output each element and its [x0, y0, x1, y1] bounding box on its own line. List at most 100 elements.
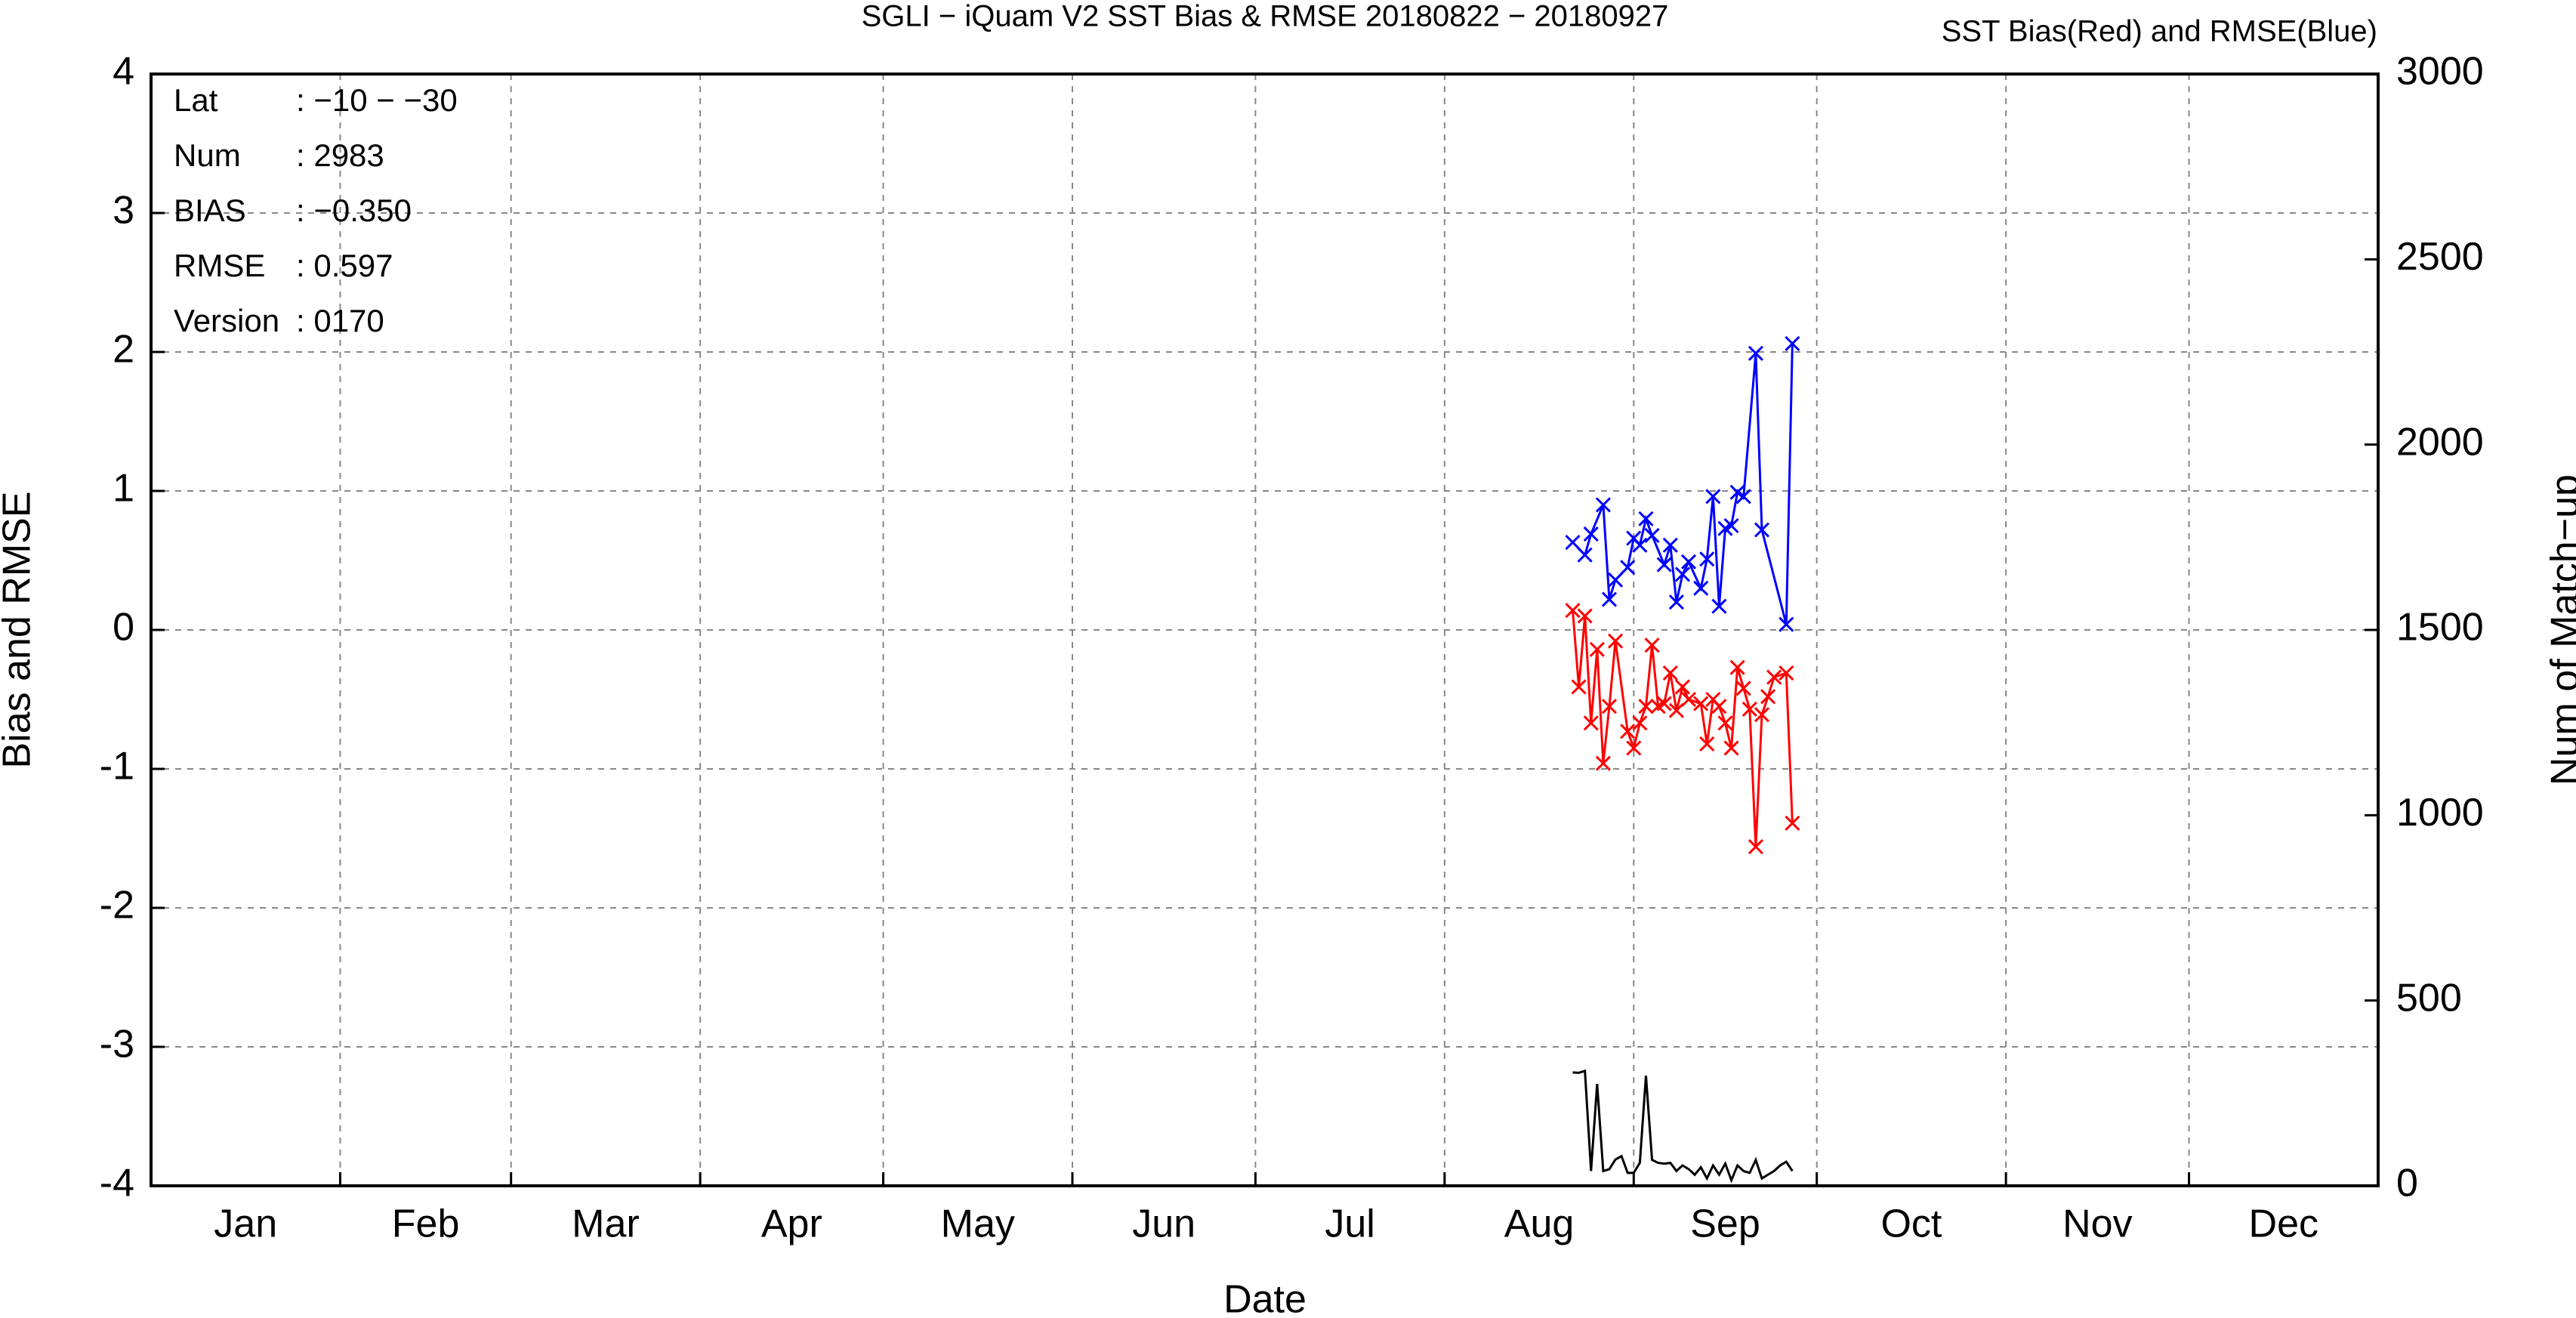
point-marker	[1717, 715, 1733, 731]
y-tick-label: -1	[100, 745, 134, 789]
stat-label: BIAS	[174, 193, 246, 228]
point-marker	[1656, 557, 1672, 573]
x-tick-label: Nov	[2062, 1202, 2132, 1246]
point-marker	[1565, 603, 1581, 619]
y-tick-label: 2	[113, 328, 134, 372]
point-marker	[1729, 659, 1745, 675]
point-marker	[1723, 740, 1739, 756]
point-marker	[1754, 522, 1770, 538]
stat-label: RMSE	[174, 248, 265, 283]
x-tick-label: Sep	[1690, 1202, 1760, 1246]
y-tick-label: -2	[100, 884, 134, 928]
y-tick-label: -3	[100, 1023, 134, 1066]
point-marker	[1680, 691, 1697, 708]
y-tick-label: 1	[113, 467, 134, 511]
point-marker	[1620, 724, 1636, 739]
point-marker	[1723, 517, 1739, 534]
point-marker	[1766, 669, 1782, 685]
stat-value: : 2983	[296, 137, 384, 173]
y2-tick-label: 1500	[2396, 606, 2484, 650]
point-marker	[1699, 736, 1715, 752]
point-marker	[1711, 598, 1727, 614]
point-marker	[1571, 679, 1587, 695]
y2-tick-label: 500	[2396, 976, 2462, 1020]
point-marker	[1632, 715, 1648, 731]
x-tick-label: Apr	[761, 1202, 822, 1246]
x-tick-label: Jul	[1325, 1202, 1374, 1246]
stat-value: : −0.350	[296, 193, 412, 228]
point-marker	[1735, 489, 1751, 505]
point-marker	[1668, 594, 1684, 610]
point-marker	[1577, 547, 1593, 563]
y-tick-label: -4	[100, 1162, 134, 1205]
point-marker	[1583, 526, 1599, 542]
x-tick-label: Aug	[1504, 1202, 1575, 1246]
point-marker	[1741, 701, 1757, 717]
point-marker	[1674, 679, 1691, 695]
point-marker	[1699, 551, 1715, 567]
y2-tick-label: 1000	[2396, 791, 2484, 835]
y-axis-label: Bias and RMSE	[0, 491, 39, 768]
point-marker	[1608, 633, 1624, 649]
y2-axis-label: Num of Match−up	[2544, 474, 2576, 786]
point-marker	[1638, 699, 1654, 715]
x-tick-label: Jun	[1132, 1202, 1195, 1246]
stat-value: : −10 − −30	[296, 82, 458, 118]
point-marker	[1601, 591, 1618, 607]
point-marker	[1680, 554, 1697, 569]
point-marker	[1595, 497, 1611, 513]
point-marker	[1589, 641, 1605, 657]
chart-subtitle: SST Bias(Red) and RMSE(Blue)	[1942, 15, 2377, 48]
point-marker	[1656, 696, 1672, 711]
x-tick-label: Mar	[572, 1202, 640, 1246]
x-tick-label: Oct	[1880, 1202, 1942, 1246]
y2-tick-label: 2000	[2396, 420, 2484, 464]
point-marker	[1785, 815, 1800, 831]
point-marker	[1785, 335, 1800, 352]
x-tick-label: Feb	[392, 1202, 460, 1246]
y2-tick-label: 2500	[2396, 235, 2484, 279]
point-marker	[1668, 702, 1684, 718]
point-marker	[1674, 566, 1691, 582]
point-marker	[1626, 740, 1642, 756]
point-marker	[1760, 689, 1776, 705]
stat-value: : 0.597	[296, 248, 393, 283]
point-marker	[1662, 537, 1678, 553]
point-marker	[1693, 696, 1709, 711]
y2-tick-label: 3000	[2396, 50, 2484, 94]
point-marker	[1779, 616, 1794, 632]
x-tick-label: May	[941, 1202, 1015, 1246]
stat-value: : 0170	[296, 303, 384, 338]
point-marker	[1735, 681, 1751, 696]
point-marker	[1754, 707, 1770, 723]
point-marker	[1705, 489, 1721, 505]
stat-label: Num	[174, 137, 241, 173]
point-marker	[1638, 511, 1654, 526]
point-marker	[1748, 838, 1763, 855]
x-axis-label: Date	[1223, 1278, 1307, 1318]
point-marker	[1620, 560, 1636, 576]
y-tick-label: 4	[113, 50, 134, 94]
stat-label: Version	[174, 303, 279, 338]
point-marker	[1644, 527, 1660, 543]
y2-tick-label: 0	[2396, 1162, 2418, 1205]
y-tick-label: 3	[113, 189, 134, 233]
stat-label: Lat	[174, 82, 218, 118]
point-marker	[1693, 580, 1709, 596]
point-marker	[1601, 699, 1618, 715]
point-marker	[1748, 345, 1763, 361]
point-marker	[1662, 665, 1678, 681]
point-marker	[1711, 699, 1727, 715]
point-marker	[1632, 537, 1648, 553]
plot-frame	[150, 73, 2380, 1187]
x-tick-label: Jan	[214, 1202, 277, 1246]
point-marker	[1608, 572, 1624, 588]
point-marker	[1583, 715, 1599, 731]
point-marker	[1577, 608, 1593, 624]
series-line	[1572, 1069, 1794, 1184]
series-line	[1572, 610, 1794, 847]
y-tick-label: 0	[113, 606, 134, 650]
chart-title: SGLI − iQuam V2 SST Bias & RMSE 20180822…	[862, 0, 1669, 33]
